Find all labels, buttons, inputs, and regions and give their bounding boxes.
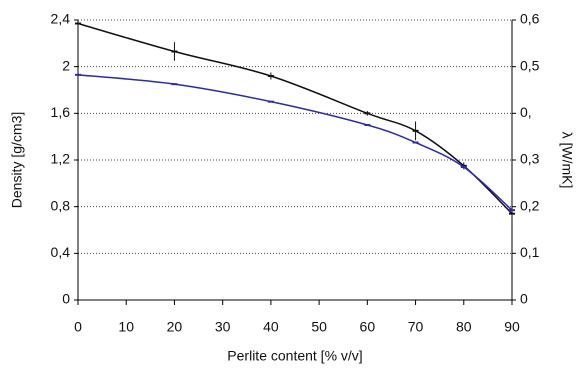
y-tick-label: 0,4 bbox=[51, 244, 71, 260]
x-tick-label: 30 bbox=[215, 319, 231, 335]
x-tick-label: 60 bbox=[360, 319, 376, 335]
x-tick-label: 20 bbox=[167, 319, 183, 335]
y2-tick-label: 0,6 bbox=[520, 11, 540, 27]
y2-tick-label: 0,1 bbox=[520, 244, 540, 260]
y-tick-label: 1,2 bbox=[51, 151, 71, 167]
y2-tick-label: 0,3 bbox=[520, 151, 540, 167]
x-tick-label: 80 bbox=[456, 319, 472, 335]
y-axis-title: Density [g/cm3] bbox=[9, 112, 25, 208]
y2-tick-label: 0,2 bbox=[520, 197, 540, 213]
x-tick-label: 90 bbox=[504, 319, 520, 335]
y2-axis-title: λ [W/mK] bbox=[559, 132, 575, 189]
y2-tick-label: 0,5 bbox=[520, 57, 540, 73]
x-tick-label: 40 bbox=[263, 319, 279, 335]
y-tick-label: 0,8 bbox=[51, 197, 71, 213]
series-line bbox=[77, 22, 513, 215]
x-tick-label: 70 bbox=[408, 319, 424, 335]
y2-tick-label: 0 bbox=[520, 291, 528, 307]
series-line bbox=[77, 74, 513, 211]
x-tick-label: 50 bbox=[311, 319, 327, 335]
y-tick-label: 2 bbox=[62, 57, 70, 73]
x-tick-label: 10 bbox=[118, 319, 134, 335]
x-axis-title: Perlite content [% v/v] bbox=[227, 348, 362, 364]
y-tick-label: 0 bbox=[62, 291, 70, 307]
y-tick-label: 1,6 bbox=[51, 104, 71, 120]
x-tick-label: 0 bbox=[74, 319, 82, 335]
y-tick-label: 2,4 bbox=[51, 11, 71, 27]
y2-tick-label: 0, bbox=[520, 104, 532, 120]
